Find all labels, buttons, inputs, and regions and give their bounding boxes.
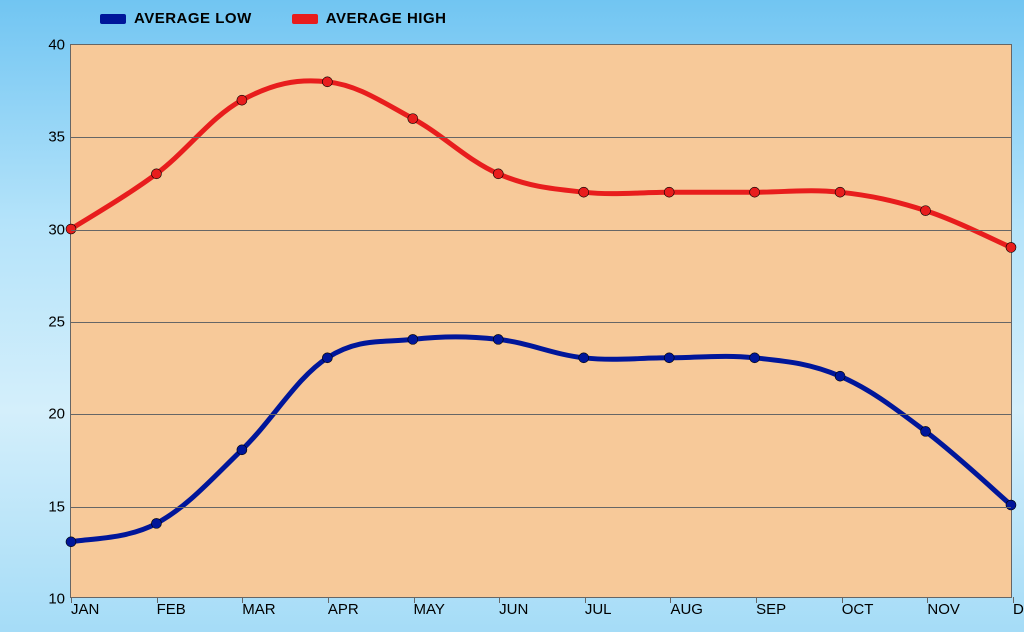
gridline <box>71 414 1011 415</box>
y-tick-label: 30 <box>48 221 71 238</box>
x-tick-label: MAY <box>414 597 445 618</box>
series-marker-low <box>237 445 247 455</box>
x-tick-label: JUN <box>499 597 528 618</box>
y-tick-label: 20 <box>48 406 71 423</box>
series-marker-low <box>921 426 931 436</box>
x-tick-label: NOV <box>927 597 960 618</box>
x-tick-label: OCT <box>842 597 874 618</box>
series-marker-high <box>835 187 845 197</box>
series-marker-low <box>750 353 760 363</box>
legend: AVERAGE LOW AVERAGE HIGH <box>100 10 446 27</box>
series-line-high <box>71 81 1011 248</box>
x-tick-label: SEP <box>756 597 786 618</box>
gridline <box>71 230 1011 231</box>
x-tick-label: MAR <box>242 597 275 618</box>
series-marker-high <box>921 206 931 216</box>
series-svg <box>71 45 1011 597</box>
y-tick-label: 35 <box>48 129 71 146</box>
series-marker-high <box>151 169 161 179</box>
series-marker-low <box>151 518 161 528</box>
x-tick-label: JUL <box>585 597 612 618</box>
legend-item-high: AVERAGE HIGH <box>292 10 447 27</box>
series-marker-low <box>579 353 589 363</box>
y-tick-label: 40 <box>48 37 71 54</box>
gridline <box>71 507 1011 508</box>
series-marker-low <box>664 353 674 363</box>
series-marker-low <box>493 334 503 344</box>
x-tick-label: JAN <box>71 597 99 618</box>
series-marker-high <box>750 187 760 197</box>
legend-swatch-high <box>292 14 318 24</box>
gridline <box>71 322 1011 323</box>
series-marker-low <box>408 334 418 344</box>
legend-label-low: AVERAGE LOW <box>134 10 252 27</box>
series-marker-high <box>579 187 589 197</box>
series-marker-high <box>664 187 674 197</box>
series-marker-low <box>1006 500 1016 510</box>
x-tick-label: FEB <box>157 597 186 618</box>
series-marker-high <box>493 169 503 179</box>
y-tick-label: 15 <box>48 498 71 515</box>
legend-swatch-low <box>100 14 126 24</box>
series-line-low <box>71 337 1011 542</box>
series-marker-high <box>408 114 418 124</box>
y-tick-label: 25 <box>48 314 71 331</box>
series-marker-high <box>322 77 332 87</box>
gridline <box>71 137 1011 138</box>
x-tick-label: AUG <box>670 597 703 618</box>
y-tick-label: 10 <box>48 591 71 608</box>
series-marker-low <box>322 353 332 363</box>
series-marker-low <box>66 537 76 547</box>
x-tick-label: DEC <box>1013 597 1024 618</box>
series-marker-low <box>835 371 845 381</box>
legend-item-low: AVERAGE LOW <box>100 10 252 27</box>
legend-label-high: AVERAGE HIGH <box>326 10 447 27</box>
temperature-chart: AVERAGE LOW AVERAGE HIGH DEGREES CELCIUS… <box>0 0 1024 632</box>
x-tick-label: APR <box>328 597 359 618</box>
series-marker-high <box>1006 242 1016 252</box>
plot-area: 10152025303540JANFEBMARAPRMAYJUNJULAUGSE… <box>70 44 1012 598</box>
series-marker-high <box>237 95 247 105</box>
